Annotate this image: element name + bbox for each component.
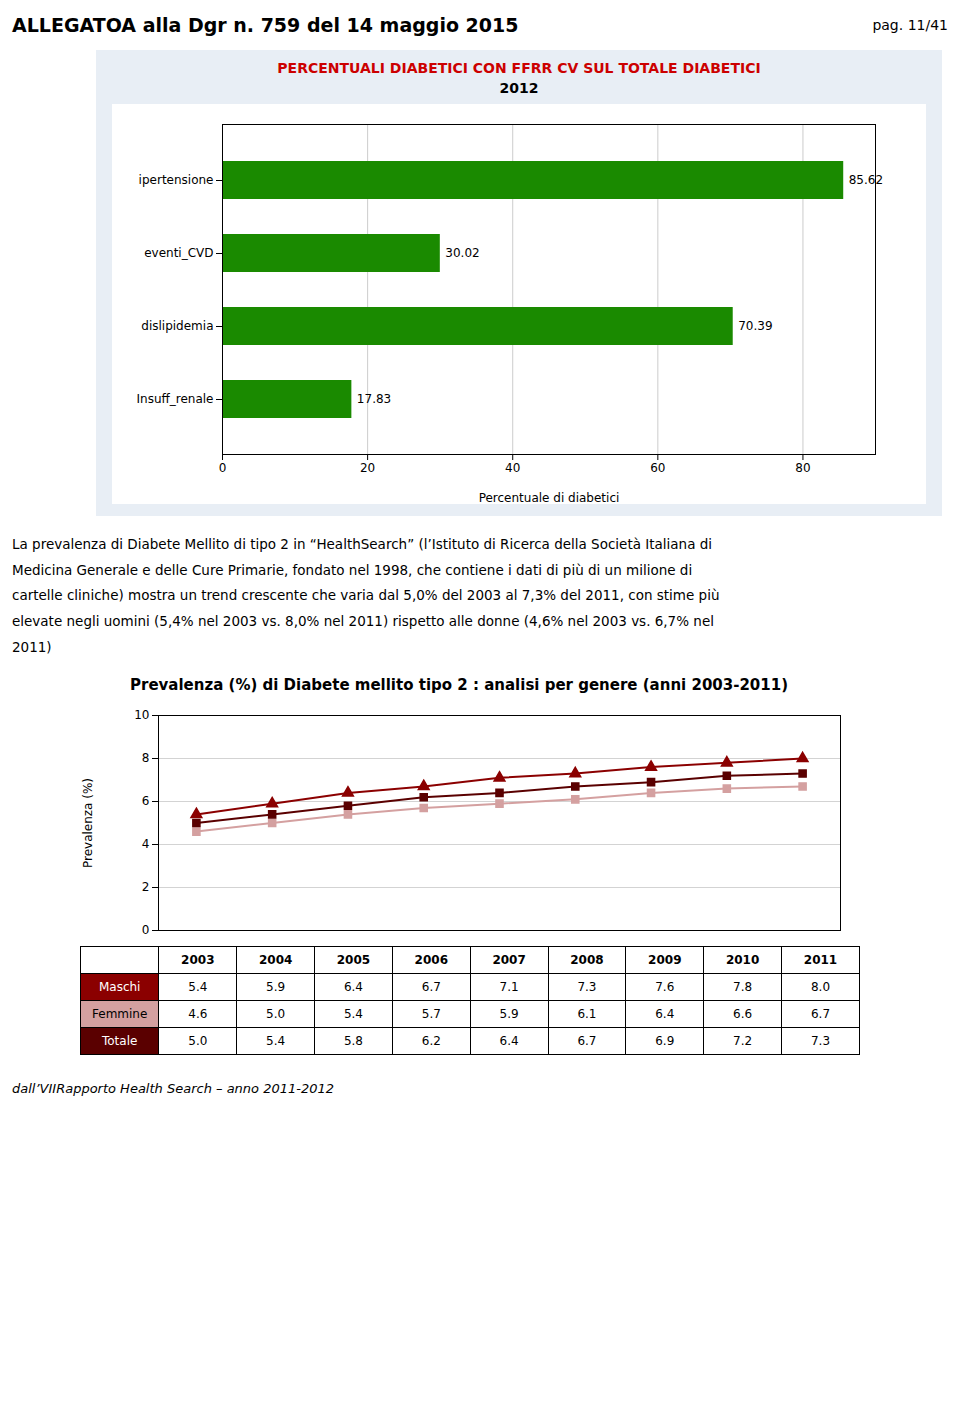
svg-text:6: 6: [142, 795, 150, 809]
html-text:elevate negli uomini (5,4% nel: elevate negli uomini (5,4% nel 2003 vs. …: [12, 612, 714, 629]
html-text:La prevalenza di Diabete Melli: La prevalenza di Diabete Mellito di tipo…: [12, 536, 713, 552]
html-text:2011): 2011): [12, 638, 52, 655]
svg-text:2: 2: [142, 881, 150, 895]
html-text:2003: 2003: [181, 953, 215, 968]
html-text:5.4: 5.4: [343, 1007, 363, 1022]
html-text:ALLEGATOA alla Dgr n. 759 del: ALLEGATOA alla Dgr n. 759 del 14 maggio …: [12, 14, 519, 36]
html-text:2008: 2008: [570, 953, 604, 968]
html-text:6.2: 6.2: [421, 1034, 441, 1049]
html-text:6.6: 6.6: [733, 1007, 753, 1022]
svg-text:dislipidemia: dislipidemia: [141, 319, 213, 333]
html-text:Totale: Totale: [102, 1034, 138, 1049]
svg-text:4: 4: [142, 838, 150, 852]
svg-text:17.83: 17.83: [357, 392, 391, 406]
html-text:2006: 2006: [414, 953, 448, 968]
svg-text:0: 0: [219, 461, 227, 475]
html-text:7.3: 7.3: [811, 1034, 831, 1049]
html-text:Maschi: Maschi: [99, 980, 141, 995]
html-text:6.7: 6.7: [577, 1034, 597, 1049]
svg-text:Prevalenza (%): Prevalenza (%): [81, 778, 95, 868]
svg-text:Percentuale di diabetici: Percentuale di diabetici: [479, 491, 620, 505]
svg-text:40: 40: [505, 461, 520, 475]
html-text:PERCENTUALI DIABETICI CON FFRR: PERCENTUALI DIABETICI CON FFRR CV SUL TO…: [277, 60, 761, 76]
html-text:6.4: 6.4: [343, 980, 363, 995]
html-text:5.9: 5.9: [266, 980, 286, 995]
html-text:6.4: 6.4: [655, 1007, 675, 1022]
html-text:2012: 2012: [499, 80, 539, 96]
html-text:5.0: 5.0: [188, 1034, 208, 1049]
svg-text:20: 20: [360, 461, 375, 475]
svg-text:60: 60: [650, 461, 665, 475]
svg-text:30.02: 30.02: [445, 246, 479, 260]
html-text:8.0: 8.0: [811, 980, 831, 995]
html-text:7.1: 7.1: [499, 980, 519, 995]
html-text:7.6: 7.6: [655, 980, 675, 995]
html-text:5.8: 5.8: [343, 1034, 363, 1049]
html-text:7.2: 7.2: [733, 1034, 753, 1049]
html-text:2007: 2007: [492, 953, 526, 968]
html-text:Prevalenza (%) di Diabete mell: Prevalenza (%) di Diabete mellito tipo 2…: [130, 676, 788, 695]
html-text:6.4: 6.4: [499, 1034, 519, 1049]
html-text:5.9: 5.9: [499, 1007, 519, 1022]
html-text:7.3: 7.3: [577, 980, 597, 995]
html-text:dall’VIIRapporto Health Search: dall’VIIRapporto Health Search – anno 20…: [12, 1081, 334, 1097]
html-text:2009: 2009: [648, 953, 682, 968]
html-text:cartelle cliniche) mostra un t: cartelle cliniche) mostra un trend cresc…: [12, 587, 720, 604]
html-text:5.0: 5.0: [266, 1007, 286, 1022]
svg-text:70.39: 70.39: [738, 319, 772, 333]
html-text:pag. 11/41: pag. 11/41: [872, 17, 948, 33]
html-text:2011: 2011: [803, 953, 838, 968]
html-text:4.6: 4.6: [188, 1007, 208, 1022]
html-text:5.4: 5.4: [266, 1034, 286, 1049]
svg-text:Insuff_renale: Insuff_renale: [137, 392, 214, 406]
svg-text:eventi_CVD: eventi_CVD: [144, 246, 213, 260]
svg-text:85.62: 85.62: [849, 173, 883, 187]
html-text:6.7: 6.7: [811, 1007, 831, 1022]
html-text:6.9: 6.9: [655, 1034, 675, 1049]
html-text:6.1: 6.1: [577, 1007, 597, 1022]
svg-text:8: 8: [142, 752, 150, 766]
svg-text:80: 80: [795, 461, 810, 475]
html-text:2010: 2010: [725, 953, 760, 968]
html-text:5.4: 5.4: [188, 980, 208, 995]
html-text:7.8: 7.8: [733, 980, 753, 995]
html-text:2004: 2004: [258, 953, 293, 968]
html-text:5.7: 5.7: [421, 1007, 441, 1022]
svg-text:0: 0: [142, 924, 150, 938]
html-text:2005: 2005: [336, 953, 371, 968]
html-text:Medicina Generale e delle Cure: Medicina Generale e delle Cure Primarie,…: [12, 561, 693, 578]
html-text:Femmine: Femmine: [92, 1007, 148, 1022]
svg-text:10: 10: [134, 709, 149, 723]
svg-text:ipertensione: ipertensione: [139, 173, 214, 187]
html-text:6.7: 6.7: [421, 980, 441, 995]
